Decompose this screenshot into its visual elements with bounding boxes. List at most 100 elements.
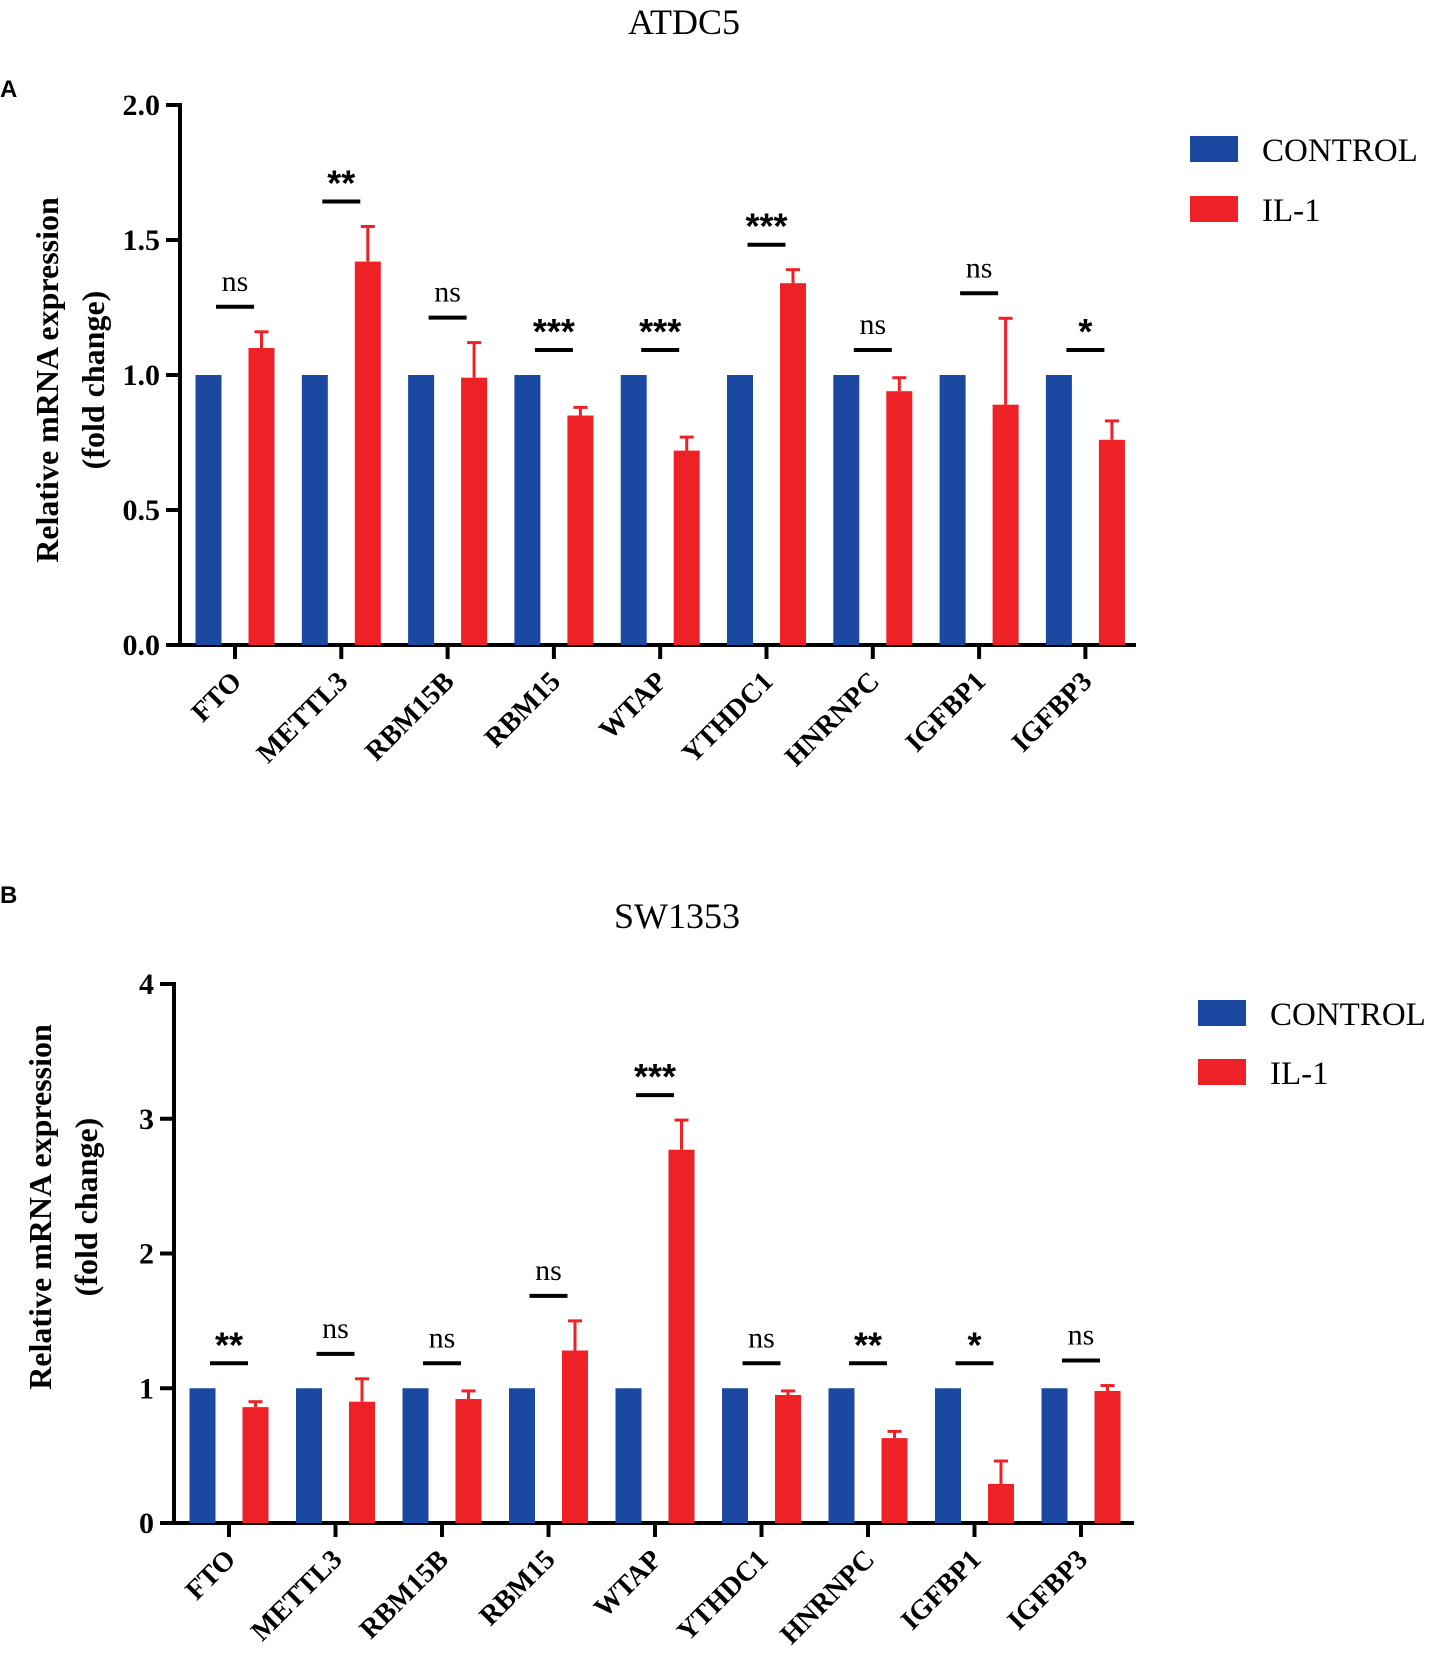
bar-control <box>1041 1388 1068 1523</box>
panel-b-ylabel-line1: Relative mRNA expression <box>22 1024 58 1390</box>
bar-il1 <box>461 377 488 645</box>
bar-il1 <box>988 1483 1014 1523</box>
legend-b-il1-label: IL-1 <box>1270 1056 1329 1092</box>
panel-b-label: B <box>0 882 17 909</box>
y-tick-label: 4 <box>139 968 154 1001</box>
bar-control <box>722 1388 748 1523</box>
bar-il1 <box>673 450 700 645</box>
significance-label: ** <box>215 1324 243 1365</box>
bar-il1 <box>881 1438 908 1523</box>
significance-label: ns <box>322 1312 349 1345</box>
panel-b-ylabel-line2: (fold change) <box>68 1118 104 1297</box>
bar-control <box>727 375 753 645</box>
x-tick-label: HNRNPC <box>779 666 886 773</box>
y-tick-label: 2 <box>139 1238 154 1271</box>
panel-a-label: A <box>0 76 17 103</box>
bar-control <box>828 1388 855 1523</box>
panel-a-legend: CONTROL IL-1 <box>1190 133 1418 229</box>
x-tick-label: RBM15B <box>359 666 460 767</box>
x-tick-label: IGFBP1 <box>900 666 992 758</box>
bar-control <box>939 375 966 645</box>
bar-control <box>1045 375 1072 645</box>
bar-il1 <box>886 391 913 645</box>
bar-il1 <box>248 348 275 645</box>
x-tick-label: METTL3 <box>245 1544 348 1647</box>
significance-label: *** <box>533 311 575 352</box>
bar-control <box>296 1388 322 1523</box>
x-tick-label: FTO <box>186 666 248 728</box>
bar-il1 <box>780 283 806 645</box>
bar-il1 <box>992 404 1019 645</box>
bar-il1 <box>242 1407 269 1523</box>
bar-il1 <box>354 261 381 645</box>
y-tick-label: 0.5 <box>123 494 161 527</box>
bar-control <box>514 375 541 645</box>
y-tick-label: 3 <box>139 1103 154 1136</box>
bar-il1 <box>567 415 594 645</box>
panel-b-legend: CONTROL IL-1 <box>1198 997 1426 1092</box>
bar-il1 <box>1098 439 1125 645</box>
panel-b-title: SW1353 <box>614 896 740 936</box>
x-tick-label: IGFBP3 <box>1002 1544 1094 1636</box>
legend-b-il1-swatch <box>1198 1059 1246 1085</box>
bar-il1 <box>349 1401 375 1523</box>
significance-label: * <box>967 1324 981 1365</box>
bar-il1 <box>455 1399 482 1523</box>
significance-label: ns <box>859 308 886 341</box>
legend-a-control-swatch <box>1190 136 1238 162</box>
panel-b: B SW1353 Relative mRNA expression (fold … <box>0 882 1426 1651</box>
panel-a-ylabel-line1: Relative mRNA expression <box>29 197 65 563</box>
y-tick-label: 1.5 <box>123 224 161 257</box>
significance-label: ns <box>1068 1319 1095 1352</box>
x-tick-label: FTO <box>180 1544 242 1606</box>
panel-a-ylabel-line2: (fold change) <box>75 291 111 470</box>
significance-label: ns <box>222 265 249 298</box>
significance-label: ns <box>966 251 993 284</box>
significance-label: ** <box>854 1324 882 1365</box>
x-tick-label: YTHDC1 <box>671 1544 774 1647</box>
significance-label: ns <box>535 1254 562 1287</box>
significance-label: ns <box>434 276 461 309</box>
panel-a-plot: 0.0 0.5 1.0 1.5 2.0 FTO ns METTL3 ** RBM15B ns RBM1… <box>123 89 1136 773</box>
panel-a-title: ATDC5 <box>628 2 740 42</box>
bar-il1 <box>775 1394 801 1523</box>
legend-b-control-swatch <box>1198 1000 1246 1026</box>
bar-control <box>195 375 222 645</box>
bar-control <box>935 1388 961 1523</box>
panel-b-plot: 01234FTO**METTL3nsRBM15BnsRBM15nsWTAP***… <box>139 968 1134 1651</box>
bar-control <box>408 375 435 645</box>
significance-label: *** <box>634 1056 676 1097</box>
legend-a-control-label: CONTROL <box>1262 133 1418 169</box>
x-tick-label: IGFBP1 <box>895 1544 987 1636</box>
legend-a-il1-label: IL-1 <box>1262 193 1321 229</box>
x-tick-label: YTHDC1 <box>676 666 779 769</box>
bar-control <box>189 1388 216 1523</box>
bar-control <box>833 375 860 645</box>
legend-a-il1-swatch <box>1190 196 1238 222</box>
bar-control <box>402 1388 429 1523</box>
significance-label: *** <box>639 311 681 352</box>
significance-label: ns <box>748 1321 775 1354</box>
bar-il1 <box>668 1149 695 1523</box>
y-tick-label: 1 <box>139 1372 154 1405</box>
bar-control <box>615 1388 642 1523</box>
x-tick-label: RBM15 <box>474 1544 562 1632</box>
significance-label: * <box>1078 311 1092 352</box>
x-tick-label: WTAP <box>588 1544 668 1624</box>
x-tick-label: HNRNPC <box>774 1544 881 1651</box>
x-tick-label: METTL3 <box>251 666 354 769</box>
bar-control <box>301 375 328 645</box>
bar-il1 <box>1094 1390 1121 1523</box>
significance-label: *** <box>745 206 787 247</box>
significance-label: ns <box>429 1321 456 1354</box>
bar-control <box>509 1388 535 1523</box>
y-tick-label: 0.0 <box>123 629 161 662</box>
x-tick-label: WTAP <box>593 666 673 746</box>
significance-label: ** <box>327 163 355 204</box>
y-tick-label: 1.0 <box>123 359 161 392</box>
x-tick-label: RBM15B <box>354 1544 455 1645</box>
legend-b-control-label: CONTROL <box>1270 997 1426 1033</box>
bar-control <box>620 375 647 645</box>
x-tick-label: IGFBP3 <box>1006 666 1098 758</box>
bar-il1 <box>562 1350 588 1523</box>
